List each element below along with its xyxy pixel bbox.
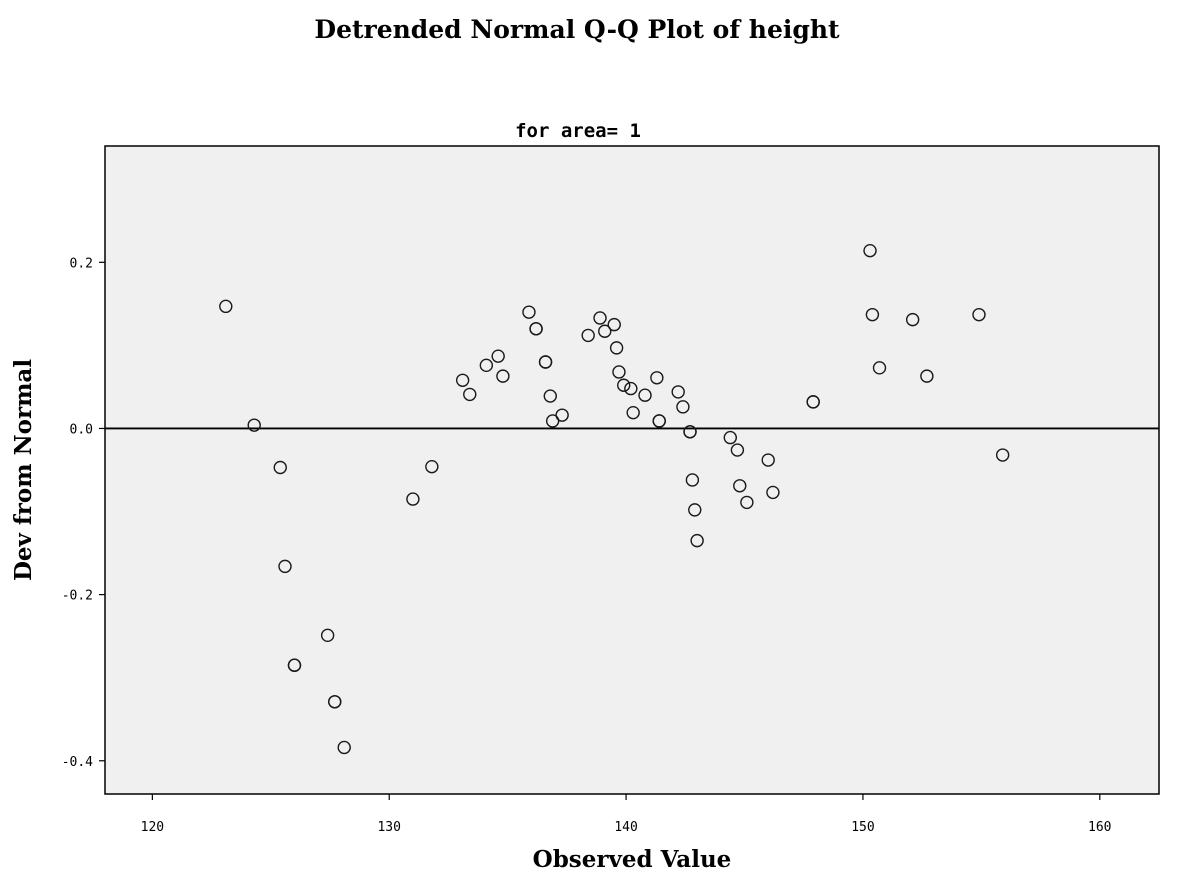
data-point bbox=[496, 369, 510, 383]
data-point bbox=[972, 307, 986, 322]
data-point bbox=[529, 322, 543, 336]
data-point bbox=[690, 533, 704, 548]
data-point bbox=[491, 349, 505, 363]
data-point bbox=[337, 740, 351, 755]
data-point bbox=[555, 408, 569, 422]
data-point bbox=[683, 425, 697, 439]
data-point bbox=[761, 453, 775, 467]
y-tick-label: 0.0 bbox=[70, 422, 93, 437]
data-point bbox=[624, 381, 638, 396]
data-point bbox=[730, 443, 745, 457]
data-point bbox=[740, 495, 754, 510]
data-point bbox=[688, 503, 702, 517]
data-point bbox=[609, 341, 624, 355]
data-point bbox=[995, 448, 1010, 462]
data-point bbox=[278, 559, 292, 574]
chart-subtitle: for area= 1 bbox=[515, 120, 641, 142]
x-tick-label: 140 bbox=[614, 820, 637, 835]
y-axis-label: Dev from Normal bbox=[10, 359, 37, 581]
x-tick-label: 150 bbox=[851, 820, 874, 835]
y-tick-label: -0.2 bbox=[62, 589, 93, 604]
data-point bbox=[455, 373, 470, 387]
data-point bbox=[671, 385, 685, 399]
data-point bbox=[723, 430, 737, 445]
plot-area bbox=[104, 145, 1160, 795]
data-point bbox=[652, 414, 666, 428]
data-point bbox=[328, 695, 342, 709]
data-point bbox=[320, 628, 335, 643]
data-point bbox=[425, 459, 439, 474]
data-point bbox=[806, 395, 820, 409]
y-tick-label: 0.2 bbox=[70, 256, 93, 271]
x-axis-label: Observed Value bbox=[533, 846, 732, 873]
data-point bbox=[905, 312, 920, 327]
data-point bbox=[920, 369, 934, 383]
data-point bbox=[766, 485, 780, 500]
data-point bbox=[593, 311, 607, 325]
data-point bbox=[607, 317, 621, 332]
data-point bbox=[247, 418, 261, 432]
data-point bbox=[598, 324, 612, 338]
data-point bbox=[406, 492, 420, 506]
data-point bbox=[219, 299, 233, 314]
data-point bbox=[685, 473, 700, 487]
data-point bbox=[863, 243, 877, 258]
x-tick-label: 120 bbox=[141, 820, 164, 835]
data-point bbox=[617, 378, 631, 392]
y-axis: 0.2 0.0 -0.2 -0.4 bbox=[62, 256, 105, 770]
data-point bbox=[463, 387, 477, 402]
chart-title: Detrended Normal Q-Q Plot of height bbox=[314, 15, 840, 44]
data-point bbox=[479, 358, 494, 373]
data-point bbox=[522, 305, 536, 319]
data-point bbox=[538, 355, 553, 369]
x-tick-label: 160 bbox=[1088, 820, 1111, 835]
data-point bbox=[638, 388, 652, 402]
y-tick-label: -0.4 bbox=[62, 755, 93, 770]
x-tick-label: 130 bbox=[377, 820, 400, 835]
data-point bbox=[612, 365, 626, 379]
x-axis: 120 130 140 150 160 bbox=[141, 794, 1112, 835]
data-point bbox=[650, 371, 664, 385]
data-point bbox=[581, 328, 595, 343]
data-point bbox=[543, 389, 557, 403]
data-point bbox=[545, 414, 560, 428]
data-point bbox=[676, 400, 690, 414]
data-point bbox=[733, 479, 747, 493]
data-point bbox=[872, 361, 887, 375]
data-point bbox=[273, 460, 287, 475]
data-point bbox=[865, 307, 880, 322]
data-points bbox=[219, 243, 1010, 755]
data-point bbox=[626, 405, 640, 420]
data-point bbox=[287, 658, 302, 672]
